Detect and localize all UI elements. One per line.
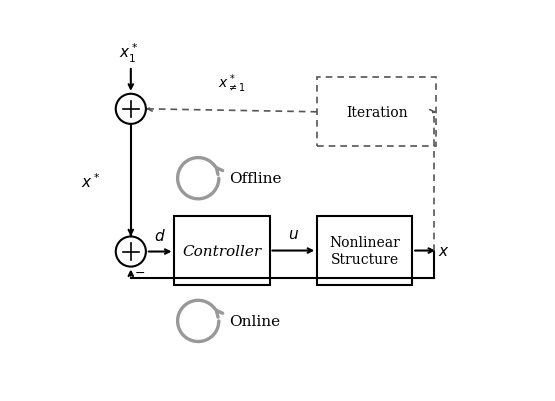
Text: Iteration: Iteration — [346, 105, 407, 119]
Text: $x_{\neq 1}^*$: $x_{\neq 1}^*$ — [218, 72, 246, 94]
Text: Online: Online — [229, 314, 280, 328]
Text: $x_1^*$: $x_1^*$ — [119, 42, 138, 65]
Text: $x$: $x$ — [438, 244, 450, 258]
Bar — [317, 78, 436, 147]
Text: $d$: $d$ — [154, 227, 166, 243]
Text: Nonlinear
Structure: Nonlinear Structure — [329, 236, 400, 266]
Bar — [174, 216, 270, 286]
Text: Offline: Offline — [229, 172, 281, 186]
Text: $-$: $-$ — [134, 265, 145, 278]
Text: $u$: $u$ — [288, 227, 299, 241]
Text: $x^*$: $x^*$ — [81, 171, 100, 190]
Bar — [317, 216, 412, 286]
Text: Controller: Controller — [183, 244, 261, 258]
